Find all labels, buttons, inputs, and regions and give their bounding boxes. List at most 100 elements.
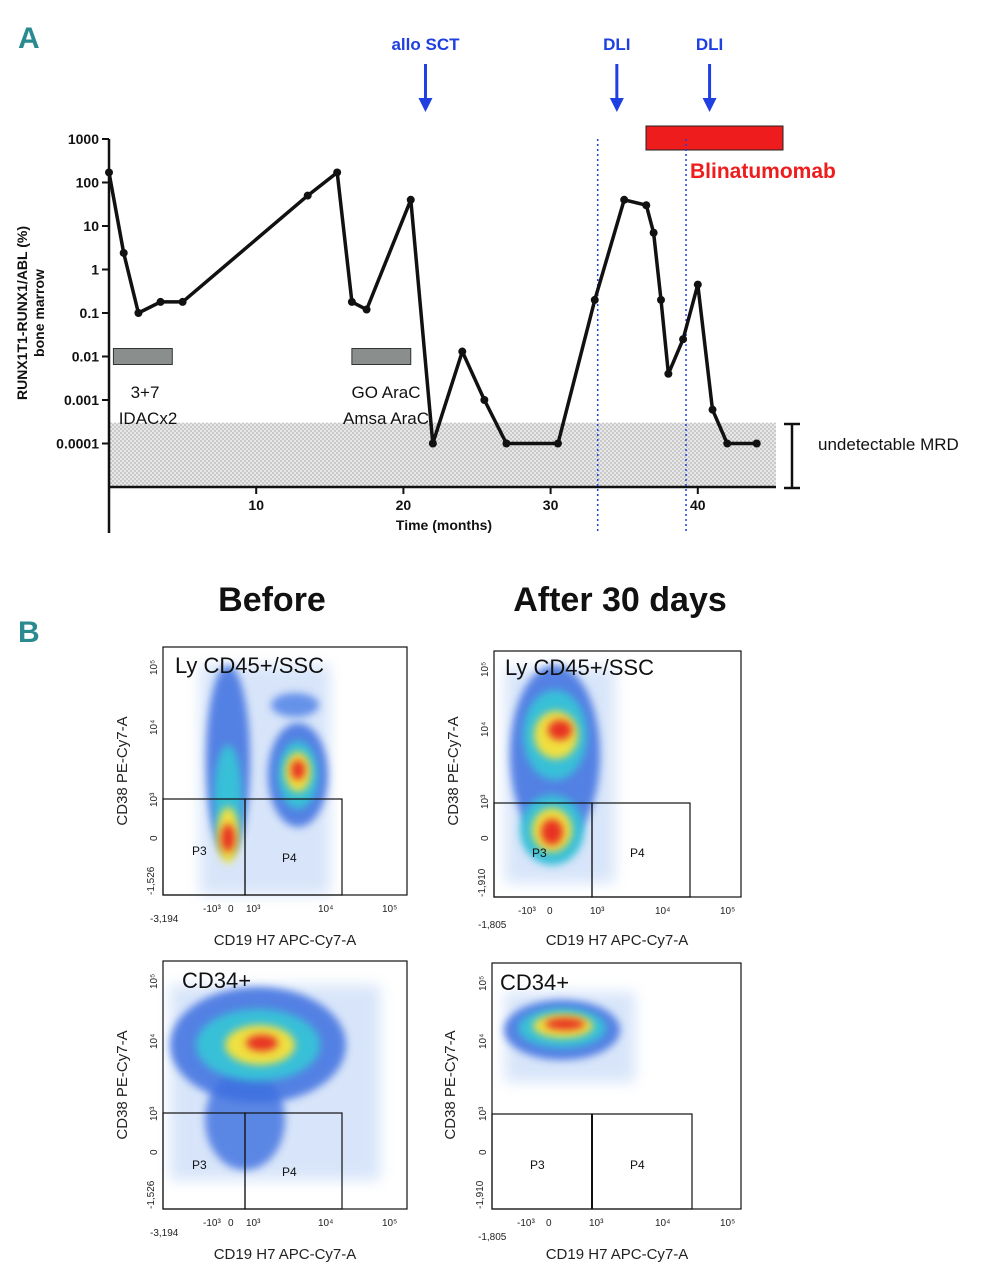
p4-label-before-cd34: P4 — [282, 1165, 297, 1179]
x-axis-label: Time (months) — [396, 517, 492, 533]
data-point — [693, 280, 702, 289]
xtick-4-after-ly: 10⁴ — [655, 906, 670, 917]
xmin-before-cd34: -3,194 — [150, 1228, 179, 1239]
y-tick-label: 0.1 — [80, 305, 100, 321]
mrd-bracket — [784, 422, 800, 490]
data-point — [480, 396, 489, 404]
y-tick-label: 1 — [91, 262, 99, 278]
y-tick-label: 1000 — [68, 131, 99, 147]
treatment-label-go-arac: GO AraC — [352, 383, 421, 402]
xmin-before-ly: -3,194 — [150, 914, 179, 925]
gate-title-before-cd34: CD34+ — [182, 968, 251, 993]
xtick-0-after-cd34: 0 — [546, 1218, 552, 1229]
p4-label-after-ly: P4 — [630, 846, 645, 860]
xtick-neg-before-ly: -10³ — [203, 904, 221, 915]
data-point — [362, 305, 371, 314]
p4-label-before-ly: P4 — [282, 851, 297, 865]
ymin-before-ly: -1,526 — [146, 866, 157, 895]
gate-title-after-ly: Ly CD45+/SSC — [505, 655, 654, 680]
event-arrow-head — [418, 98, 433, 112]
xlabel-after-cd34: CD19 H7 APC-Cy7-A — [546, 1246, 689, 1263]
y-axis-label-line-1: RUNX1T1-RUNX1/ABL (%) — [14, 226, 30, 400]
xtick-neg-after-cd34: -10³ — [517, 1218, 535, 1229]
event-arrow-head — [702, 98, 717, 112]
p3-label-before-ly: P3 — [192, 844, 207, 858]
event-arrow-head — [609, 98, 624, 112]
xtick-3-before-cd34: 10³ — [246, 1218, 261, 1229]
blinatumomab-bar — [645, 125, 784, 151]
data-point — [156, 297, 165, 306]
data-point — [553, 439, 562, 448]
ylabel-after-cd34: CD38 PE-Cy7-A — [442, 1030, 459, 1139]
p3-label-after-ly: P3 — [532, 846, 547, 860]
density-before-ly — [200, 665, 330, 895]
treatment-label-amsa-arac: Amsa AraC — [343, 409, 429, 428]
xlabel-before-cd34: CD19 H7 APC-Cy7-A — [214, 1246, 357, 1263]
data-point — [723, 439, 732, 448]
data-point — [333, 168, 342, 177]
data-point — [303, 191, 312, 200]
p3-label-before-cd34: P3 — [192, 1158, 207, 1172]
y-tick-label: 0.001 — [64, 392, 99, 408]
data-point — [590, 295, 599, 304]
gate-title-before-ly: Ly CD45+/SSC — [175, 653, 324, 678]
y-tick-label: 100 — [76, 175, 100, 191]
xtick-3-after-ly: 10³ — [590, 906, 605, 917]
y-tick-label: 0.01 — [72, 349, 99, 365]
ytick-0-after-cd34: 0 — [478, 1149, 489, 1155]
xmin-after-cd34: -1,805 — [478, 1232, 507, 1243]
ylabel-after-ly: CD38 PE-Cy7-A — [445, 716, 462, 825]
ytick-5-after-ly: 10⁵ — [480, 662, 491, 677]
panel-a-letter: A — [18, 22, 40, 55]
ytick-5-after-cd34: 10⁵ — [478, 976, 489, 991]
ylabel-before-cd34: CD38 PE-Cy7-A — [114, 1030, 131, 1139]
data-point — [502, 439, 511, 448]
data-point — [752, 439, 761, 448]
data-point — [657, 295, 665, 304]
data-point — [105, 168, 113, 177]
data-point — [664, 369, 673, 378]
blinatumomab-label: Blinatumomab — [690, 160, 836, 183]
xlabel-after-ly: CD19 H7 APC-Cy7-A — [546, 932, 689, 949]
density-after-cd34 — [504, 992, 635, 1082]
xtick-4-before-ly: 10⁴ — [318, 904, 333, 915]
ytick-3-before-ly: 10³ — [149, 792, 160, 807]
treatment-label-3plus7: 3+7 — [131, 383, 160, 402]
ytick-4-before-ly: 10⁴ — [149, 720, 160, 735]
before-title: Before — [218, 581, 326, 619]
flow-plot-after-cd34: CD34+ P3 P4 CD19 H7 APC-Cy7-A CD38 PE-Cy… — [442, 962, 742, 1263]
data-point — [620, 195, 629, 204]
treatment-label-idacx2: IDACx2 — [119, 409, 178, 428]
event-arrows: allo SCT DLI DLI — [391, 35, 723, 112]
event-label: DLI — [603, 35, 630, 54]
p3-label-after-cd34: P3 — [530, 1158, 545, 1172]
panel-b-letter: B — [18, 616, 40, 649]
xtick-5-before-ly: 10⁵ — [382, 904, 397, 915]
xtick-0-after-ly: 0 — [547, 906, 553, 917]
data-point — [134, 309, 143, 317]
x-tick-label: 10 — [248, 497, 264, 513]
gate-title-after-cd34: CD34+ — [500, 970, 569, 995]
undetectable-mrd-band — [110, 422, 776, 487]
flow-plot-before-cd34: CD34+ P3 P4 CD19 H7 APC-Cy7-A CD38 PE-Cy… — [114, 960, 408, 1263]
data-point — [406, 195, 415, 204]
event-label: DLI — [696, 35, 723, 54]
ytick-0-after-ly: 0 — [480, 835, 491, 841]
x-tick-label: 40 — [690, 497, 706, 513]
ytick-4-after-cd34: 10⁴ — [478, 1034, 489, 1049]
gate-p4-after-ly — [591, 802, 691, 898]
ytick-5-before-cd34: 10⁵ — [149, 974, 160, 989]
x-tick-label: 30 — [543, 497, 559, 513]
flow-plot-before-ly: Ly CD45+/SSC P3 P4 CD19 H7 APC-Cy7-A CD3… — [114, 646, 408, 949]
event-label: allo SCT — [391, 35, 460, 54]
data-point — [642, 201, 651, 210]
xlabel-before-ly: CD19 H7 APC-Cy7-A — [214, 932, 357, 949]
xtick-neg-before-cd34: -10³ — [203, 1218, 221, 1229]
y-tick-label: 0.0001 — [56, 436, 99, 452]
runx1-series-points — [105, 168, 761, 448]
data-point — [119, 248, 128, 257]
x-ticks: 10 20 30 40 — [248, 487, 706, 513]
after-title: After 30 days — [513, 581, 727, 619]
ytick-0-before-cd34: 0 — [149, 1149, 160, 1155]
